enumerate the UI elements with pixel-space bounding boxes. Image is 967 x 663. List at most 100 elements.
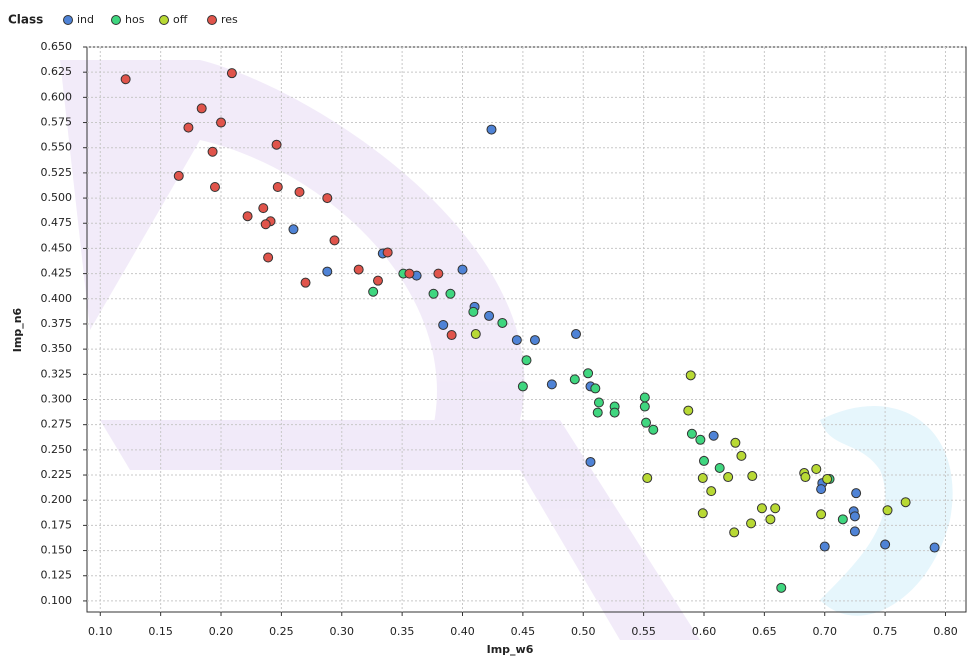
point xyxy=(446,289,455,298)
y-tick-label: 0.325 xyxy=(41,367,73,380)
y-tick-label: 0.600 xyxy=(41,90,73,103)
legend-label: off xyxy=(173,13,188,26)
y-tick-label: 0.200 xyxy=(41,493,73,506)
point xyxy=(686,371,695,380)
point xyxy=(730,528,739,537)
point xyxy=(174,171,183,180)
x-tick-label: 0.80 xyxy=(933,625,958,638)
y-tick-label: 0.350 xyxy=(41,342,73,355)
point xyxy=(572,330,581,339)
legend-marker xyxy=(208,16,217,25)
point xyxy=(295,188,304,197)
point xyxy=(643,474,652,483)
point xyxy=(383,248,392,257)
point xyxy=(197,104,206,113)
point xyxy=(272,140,281,149)
point xyxy=(817,485,826,494)
x-tick-label: 0.45 xyxy=(511,625,536,638)
point xyxy=(518,382,527,391)
x-tick-label: 0.75 xyxy=(873,625,898,638)
point xyxy=(487,125,496,134)
x-tick-label: 0.40 xyxy=(450,625,475,638)
point xyxy=(586,457,595,466)
point xyxy=(210,182,219,191)
y-tick-label: 0.475 xyxy=(41,216,73,229)
point xyxy=(642,418,651,427)
y-tick-label: 0.525 xyxy=(41,166,73,179)
y-tick-label: 0.150 xyxy=(41,544,73,557)
x-axis-label: Imp_w6 xyxy=(487,643,534,656)
point xyxy=(766,515,775,524)
point xyxy=(522,356,531,365)
point xyxy=(512,336,521,345)
point xyxy=(593,408,602,417)
point xyxy=(820,542,829,551)
point xyxy=(439,320,448,329)
point xyxy=(217,118,226,127)
point xyxy=(737,451,746,460)
x-tick-label: 0.55 xyxy=(631,625,656,638)
y-tick-label: 0.550 xyxy=(41,141,73,154)
point xyxy=(709,431,718,440)
x-tick-label: 0.65 xyxy=(752,625,777,638)
point xyxy=(771,504,780,513)
legend-title: Class xyxy=(8,13,43,27)
point xyxy=(649,425,658,434)
point xyxy=(850,527,859,536)
point xyxy=(530,336,539,345)
point xyxy=(243,212,252,221)
y-tick-label: 0.575 xyxy=(41,116,73,129)
point xyxy=(698,509,707,518)
y-tick-label: 0.625 xyxy=(41,65,73,78)
point xyxy=(747,519,756,528)
legend-marker xyxy=(160,16,169,25)
point xyxy=(485,311,494,320)
point xyxy=(699,456,708,465)
point xyxy=(838,515,847,524)
point xyxy=(547,380,556,389)
legend-label: ind xyxy=(77,13,94,26)
y-tick-label: 0.425 xyxy=(41,267,73,280)
point xyxy=(930,543,939,552)
point xyxy=(823,475,832,484)
point xyxy=(731,438,740,447)
point xyxy=(594,398,603,407)
x-tick-label: 0.35 xyxy=(390,625,415,638)
point xyxy=(707,487,716,496)
point xyxy=(684,406,693,415)
y-tick-label: 0.125 xyxy=(41,569,73,582)
point xyxy=(373,276,382,285)
point xyxy=(429,289,438,298)
point xyxy=(640,393,649,402)
point xyxy=(184,123,193,132)
y-tick-label: 0.500 xyxy=(41,191,73,204)
point xyxy=(715,463,724,472)
x-tick-label: 0.20 xyxy=(209,625,234,638)
legend-marker xyxy=(64,16,73,25)
x-tick-label: 0.10 xyxy=(88,625,113,638)
x-tick-label: 0.15 xyxy=(148,625,173,638)
x-tick-label: 0.60 xyxy=(692,625,717,638)
chart: Class Imp_w6 Imp_n6 0.100.150.200.250.30… xyxy=(0,0,967,659)
point xyxy=(687,429,696,438)
point xyxy=(852,489,861,498)
y-tick-label: 0.650 xyxy=(41,40,73,53)
point xyxy=(610,408,619,417)
point xyxy=(757,504,766,513)
point xyxy=(850,512,859,521)
point xyxy=(724,473,733,482)
y-tick-label: 0.275 xyxy=(41,418,73,431)
x-tick-label: 0.50 xyxy=(571,625,596,638)
point xyxy=(812,464,821,473)
y-tick-label: 0.250 xyxy=(41,443,73,456)
point xyxy=(323,194,332,203)
point xyxy=(584,369,593,378)
point xyxy=(458,265,467,274)
point xyxy=(354,265,363,274)
legend-label: res xyxy=(221,13,238,26)
y-tick-label: 0.100 xyxy=(41,594,73,607)
point xyxy=(469,307,478,316)
y-axis-label: Imp_n6 xyxy=(11,307,24,352)
x-tick-label: 0.25 xyxy=(269,625,294,638)
y-tick-label: 0.175 xyxy=(41,518,73,531)
